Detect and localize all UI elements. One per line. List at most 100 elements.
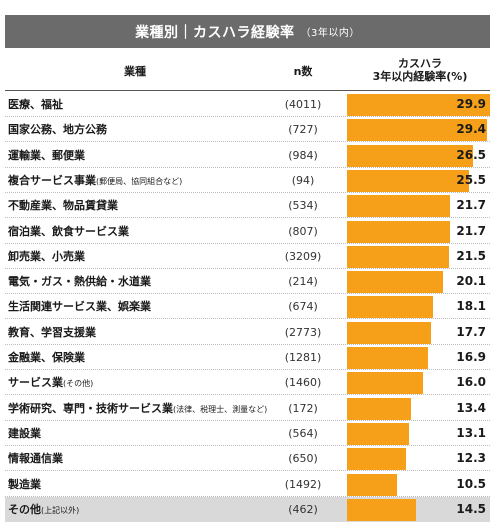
sample-size: (727): [288, 123, 318, 137]
rate-value-label: 21.5: [456, 248, 486, 263]
sample-size: (4011): [284, 98, 322, 111]
table-row: 学術研究、専門・技術サービス業(法律、税理士、測量など) (172) 13.4: [5, 396, 490, 421]
rate-bar: [347, 220, 451, 243]
rate-value-label: 20.1: [456, 274, 486, 289]
chart-subtitle: （3年以内）: [300, 28, 360, 39]
sample-size: (94): [291, 173, 315, 187]
rate-bar: [347, 144, 474, 167]
rate-value-label: 26.5: [456, 147, 486, 162]
category-label: 電気・ガス・熱供給・水道業: [8, 269, 151, 294]
chart-title-bar: 業種別｜カスハラ経験率 （3年以内）: [5, 15, 490, 48]
sample-size: (564): [288, 426, 318, 440]
category-label: 国家公務、地方公務: [8, 117, 107, 142]
category-label: 建設業: [8, 421, 41, 446]
category-label: サービス業(その他): [8, 370, 93, 395]
category-header: 業種: [124, 65, 146, 78]
sample-size: (214): [288, 275, 318, 289]
rate-bar: [347, 347, 428, 369]
rate-header: カスハラ 3年以内経験率(%): [350, 57, 490, 83]
sample-size: (984): [288, 148, 318, 162]
rate-value-label: 13.1: [456, 425, 486, 440]
rate-value-label: 16.0: [456, 375, 486, 390]
category-name: 教育、学習支援業: [8, 325, 96, 339]
rate-value-label: 29.4: [456, 122, 486, 137]
sample-size: (1492): [284, 477, 322, 491]
table-row: その他(上記以外) (462) 14.5: [5, 496, 490, 522]
category-label: 宿泊業、飲食サービス業: [8, 219, 129, 244]
rate-bar: [347, 119, 488, 142]
category-name: 卸売業、小売業: [8, 249, 85, 263]
category-note: (その他): [63, 379, 94, 389]
rate-value-label: 10.5: [456, 476, 486, 491]
category-label: 製造業: [8, 472, 41, 497]
sample-size: (172): [288, 401, 318, 415]
rate-value-label: 21.7: [456, 223, 486, 238]
category-name: 学術研究、専門・技術サービス業: [8, 401, 173, 415]
rate-bar: [347, 195, 451, 218]
rate-value-label: 16.9: [456, 350, 486, 364]
table-row: 情報通信業 (650) 12.3: [5, 446, 490, 472]
rate-value-label: 18.1: [456, 299, 486, 314]
category-name: サービス業: [8, 376, 63, 390]
table-row: 宿泊業、飲食サービス業 (807) 21.7: [5, 219, 490, 244]
category-name: 電気・ガス・熱供給・水道業: [8, 275, 151, 289]
category-note: (郵便局、協同組合など): [96, 176, 183, 186]
rate-value-label: 13.4: [456, 400, 486, 415]
category-name: その他: [8, 502, 41, 516]
rate-header-line1: カスハラ: [398, 57, 442, 70]
table-row: 電気・ガス・熱供給・水道業 (214) 20.1: [5, 269, 490, 295]
rate-value-label: 29.9: [456, 97, 486, 111]
category-label: 医療、福祉: [8, 92, 63, 117]
category-label: 金融業、保険業: [8, 345, 85, 370]
table-header: 業種 n数 カスハラ 3年以内経験率(%): [5, 52, 490, 91]
table-row: 製造業 (1492) 10.5: [5, 472, 490, 497]
category-label: その他(上記以外): [8, 497, 79, 522]
category-name: 金融業、保険業: [8, 351, 85, 364]
table-row: 建設業 (564) 13.1: [5, 421, 490, 446]
table-row: 運輸業、郵便業 (984) 26.5: [5, 143, 490, 168]
rate-bar: [347, 271, 443, 294]
sample-size: (1460): [284, 376, 322, 390]
table-row: 複合サービス事業(郵便局、協同組合など) (94) 25.5: [5, 168, 490, 193]
rate-header-line2: 3年以内経験率(%): [372, 70, 468, 83]
table-row: 生活関連サービス業、娯楽業 (674) 18.1: [5, 294, 490, 320]
category-label: 教育、学習支援業: [8, 320, 96, 345]
sample-size: (807): [288, 224, 318, 238]
category-name: 医療、福祉: [8, 98, 63, 111]
category-label: 学術研究、専門・技術サービス業(法律、税理士、測量など): [8, 396, 267, 421]
table-row: 不動産業、物品賃貸業 (534) 21.7: [5, 193, 490, 219]
rate-value-label: 21.7: [456, 198, 486, 213]
category-label: 情報通信業: [8, 446, 63, 471]
table-row: 教育、学習支援業 (2773) 17.7: [5, 320, 490, 345]
rate-bar: [347, 498, 417, 521]
category-note: (法律、税理士、測量など): [173, 404, 268, 414]
sample-size: (462): [288, 502, 318, 516]
category-label: 卸売業、小売業: [8, 244, 85, 269]
rate-value-label: 14.5: [456, 501, 486, 516]
rate-bar: [347, 473, 398, 496]
sample-size: (650): [288, 452, 318, 466]
table-row: 医療、福祉 (4011) 29.9: [5, 92, 490, 117]
sample-size: (674): [288, 300, 318, 314]
category-label: 不動産業、物品賃貸業: [8, 193, 118, 218]
chart-title: 業種別｜カスハラ経験率: [135, 24, 295, 41]
category-note: (上記以外): [41, 505, 80, 515]
n-header: n数: [293, 65, 313, 78]
rate-value-label: 12.3: [456, 451, 486, 466]
table-row: サービス業(その他) (1460) 16.0: [5, 370, 490, 396]
category-name: 生活関連サービス業、娯楽業: [8, 300, 151, 314]
rate-bar: [347, 296, 434, 319]
category-name: 運輸業、郵便業: [8, 148, 85, 162]
category-name: 不動産業、物品賃貸業: [8, 199, 118, 213]
category-name: 製造業: [8, 477, 41, 491]
sample-size: (1281): [284, 351, 322, 364]
rate-bar: [347, 448, 406, 471]
table-row: 国家公務、地方公務 (727) 29.4: [5, 117, 490, 143]
table-row: 金融業、保険業 (1281) 16.9: [5, 345, 490, 370]
table-row: 卸売業、小売業 (3209) 21.5: [5, 244, 490, 269]
rate-value-label: 25.5: [456, 172, 486, 187]
category-name: 建設業: [8, 426, 41, 440]
category-name: 国家公務、地方公務: [8, 123, 107, 137]
rate-bar: [347, 169, 469, 192]
rate-bar: [347, 397, 411, 420]
